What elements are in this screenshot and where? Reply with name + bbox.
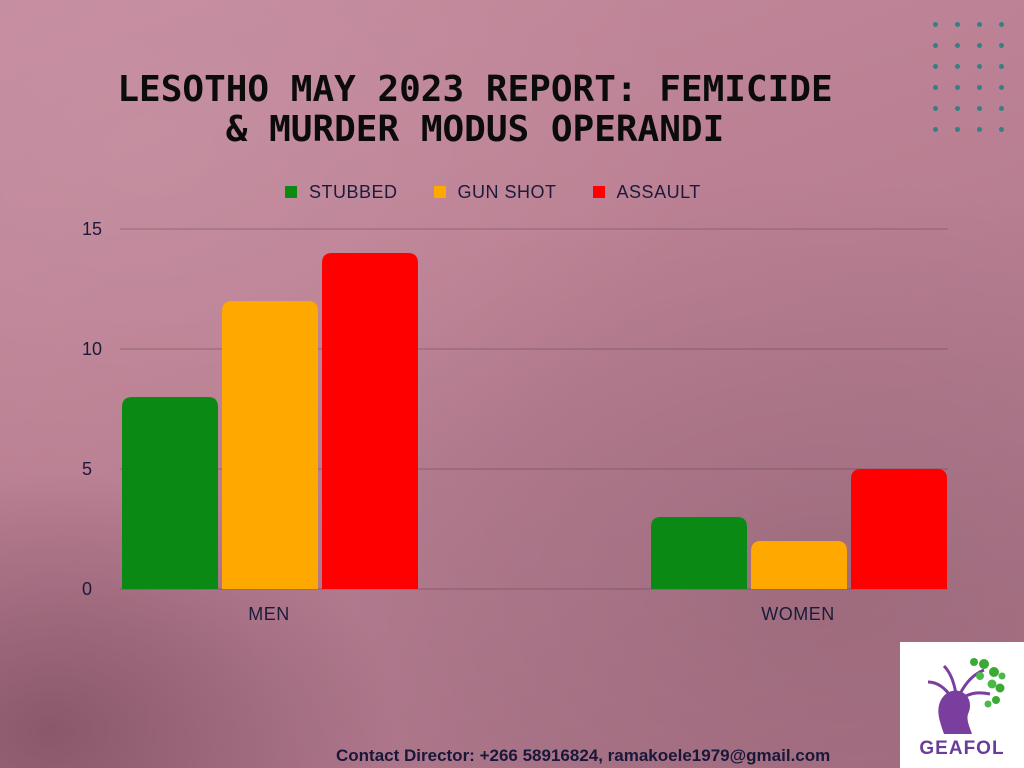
decorative-dot [933, 127, 938, 132]
decorative-dot [933, 106, 938, 111]
legend-item-assault: ASSAULT [592, 181, 701, 203]
chart-legend: STUBBED GUN SHOT ASSAULT [285, 180, 737, 204]
decorative-dot [977, 85, 982, 90]
tree-head-icon [927, 658, 1006, 734]
legend-label-gun-shot: GUN SHOT [457, 181, 557, 202]
decorative-dot [977, 22, 982, 27]
legend-swatch-assault [592, 186, 605, 198]
logo-name: GEAFOL [919, 738, 1005, 759]
legend-item-stubbed: STUBBED [285, 182, 398, 203]
bar-gun-shot-men [222, 301, 318, 589]
x-category-label: WOMEN [761, 604, 835, 624]
bar-assault-women [851, 469, 947, 589]
chart-title: LESOTHO MAY 2023 REPORT: FEMICIDE & MURD… [100, 70, 850, 150]
y-tick-label: 5 [82, 459, 92, 479]
decorative-dot [933, 85, 938, 90]
decorative-dot [999, 43, 1004, 48]
decorative-dot [955, 106, 960, 111]
decorative-dot [999, 64, 1004, 69]
legend-label-assault: ASSAULT [616, 181, 701, 202]
decorative-dot [999, 106, 1004, 111]
bar-stubbed-men [122, 397, 218, 589]
decorative-dot [955, 64, 960, 69]
legend-swatch-gun-shot [433, 186, 446, 198]
decorative-dot [955, 85, 960, 90]
decorative-dot [933, 43, 938, 48]
decorative-dot [999, 85, 1004, 90]
x-category-label: MEN [248, 604, 290, 624]
decorative-dot-grid [925, 14, 1015, 144]
y-tick-label: 10 [82, 339, 102, 359]
decorative-dot [999, 22, 1004, 27]
decorative-dot [977, 127, 982, 132]
legend-swatch-stubbed [285, 186, 297, 198]
decorative-dot [977, 43, 982, 48]
y-tick-label: 15 [82, 219, 102, 239]
chart-title-line-1: LESOTHO MAY 2023 REPORT: FEMICIDE [117, 69, 833, 110]
y-tick-label: 0 [82, 579, 92, 599]
bar-assault-men [322, 253, 418, 589]
decorative-dot [977, 64, 982, 69]
geafol-logo: GEAFOL [900, 642, 1024, 768]
chart-title-line-2: & MURDER MODUS OPERANDI [225, 109, 725, 150]
decorative-dot [999, 127, 1004, 132]
decorative-dot [955, 43, 960, 48]
x-axis-categories: MEN WOMEN [248, 604, 835, 624]
bar-stubbed-women [651, 517, 747, 589]
decorative-dot [977, 106, 982, 111]
y-axis-ticks: 0 5 10 15 [82, 219, 102, 599]
contact-footer: Contact Director: +266 58916824, ramakoe… [336, 746, 831, 765]
legend-item-gun-shot: GUN SHOT [433, 181, 557, 203]
bars [122, 253, 947, 589]
decorative-dot [955, 22, 960, 27]
decorative-dot [955, 127, 960, 132]
decorative-dot [933, 22, 938, 27]
legend-label-stubbed: STUBBED [309, 181, 398, 202]
decorative-dot [933, 64, 938, 69]
bar-gun-shot-women [751, 541, 847, 589]
